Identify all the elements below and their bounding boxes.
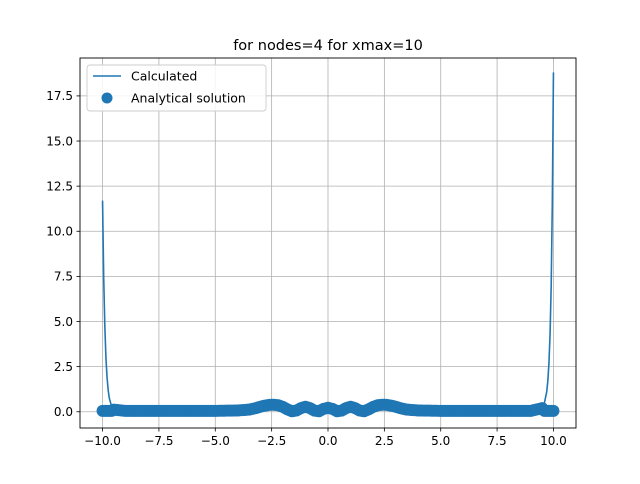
chart-title: for nodes=4 for xmax=10 xyxy=(233,38,423,54)
x-tick-label: −7.5 xyxy=(144,434,173,448)
analytical-point xyxy=(547,404,560,417)
y-tick-label: 12.5 xyxy=(46,179,73,193)
axis-ticks: −10.0 −7.5 −5.0 −2.5 0.0 2.5 5.0 7.5 10.0 0.0 2.5 5… xyxy=(46,89,567,448)
calculated-series xyxy=(101,72,555,413)
x-tick-label: 0.0 xyxy=(318,434,337,448)
y-tick-label: 5.0 xyxy=(54,315,73,329)
legend-box xyxy=(86,64,267,112)
y-tick-label: 15.0 xyxy=(46,134,73,148)
x-tick-label: 7.5 xyxy=(488,434,507,448)
x-tick-label: 10.0 xyxy=(540,434,567,448)
x-tick-label: 5.0 xyxy=(431,434,450,448)
x-tick-label: −5.0 xyxy=(201,434,230,448)
calculated-line xyxy=(101,72,555,413)
legend: Calculated Analytical solution xyxy=(86,64,267,112)
y-tick-label: 2.5 xyxy=(54,360,73,374)
x-tick-label: −10.0 xyxy=(84,434,121,448)
legend-label-analytical: Analytical solution xyxy=(131,91,246,106)
x-tick-label: −2.5 xyxy=(257,434,286,448)
y-tick-label: 10.0 xyxy=(46,225,73,239)
legend-marker-swatch xyxy=(101,92,113,104)
y-tick-label: 0.0 xyxy=(54,405,73,419)
legend-label-calculated: Calculated xyxy=(131,69,197,84)
y-tick-label: 17.5 xyxy=(46,89,73,103)
x-tick-label: 2.5 xyxy=(375,434,394,448)
y-tick-label: 7.5 xyxy=(54,270,73,284)
